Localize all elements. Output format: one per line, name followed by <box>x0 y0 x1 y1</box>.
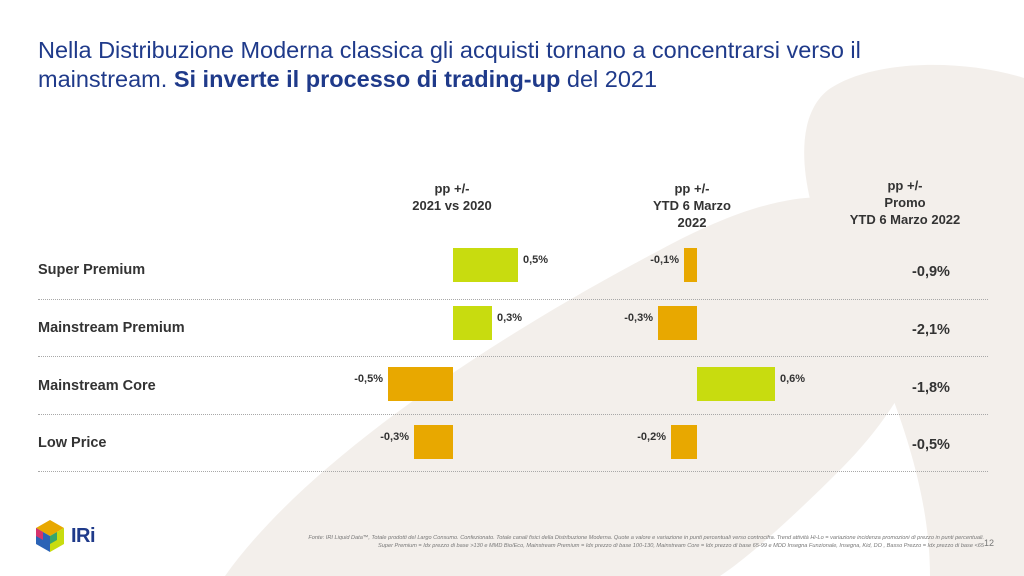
row-label-mainstream-premium: Mainstream Premium <box>38 320 185 336</box>
row-divider <box>38 414 988 415</box>
row-label-mainstream-core: Mainstream Core <box>38 378 156 394</box>
row-divider <box>38 471 988 472</box>
data-label: 0,6% <box>780 373 805 385</box>
page-number: 12 <box>983 538 994 548</box>
promo-value: -0,5% <box>912 437 950 453</box>
data-label: -0,2% <box>637 431 666 443</box>
bar-series1-mainstream-core <box>388 367 453 401</box>
footnote: Fonte: IRI Liquid Data™, Totale prodotti… <box>308 535 984 549</box>
cube-logo-icon <box>36 520 64 552</box>
data-label: -0,1% <box>650 254 679 266</box>
bar-series1-low-price <box>414 425 453 459</box>
bar-series2-mainstream-core <box>697 367 775 401</box>
column-header-ytd: pp +/- YTD 6 Marzo 2022 <box>652 181 731 230</box>
page-title: Nella Distribuzione Moderna classica gli… <box>38 37 861 92</box>
promo-value: -0,9% <box>912 264 950 280</box>
bar-series2-super-premium <box>684 248 697 282</box>
row-divider <box>38 299 988 300</box>
bar-series1-mainstream-premium <box>453 306 492 340</box>
promo-value: -2,1% <box>912 322 950 338</box>
data-label: -0,5% <box>354 373 383 385</box>
bar-series2-low-price <box>671 425 697 459</box>
row-label-super-premium: Super Premium <box>38 262 146 278</box>
column-header-2021-vs-2020: pp +/- 2021 vs 2020 <box>412 181 492 213</box>
row-divider <box>38 356 988 357</box>
data-label: 0,5% <box>523 254 548 266</box>
data-label: -0,3% <box>624 312 653 324</box>
iri-logo: IRi <box>34 519 96 553</box>
data-label: 0,3% <box>497 312 522 324</box>
bar-series1-super-premium <box>453 248 518 282</box>
promo-value: -1,8% <box>912 380 950 396</box>
bar-series2-mainstream-premium <box>658 306 697 340</box>
column-header-promo: pp +/- Promo YTD 6 Marzo 2022 <box>849 178 961 227</box>
data-label: -0,3% <box>380 431 409 443</box>
row-label-low-price: Low Price <box>38 435 107 451</box>
